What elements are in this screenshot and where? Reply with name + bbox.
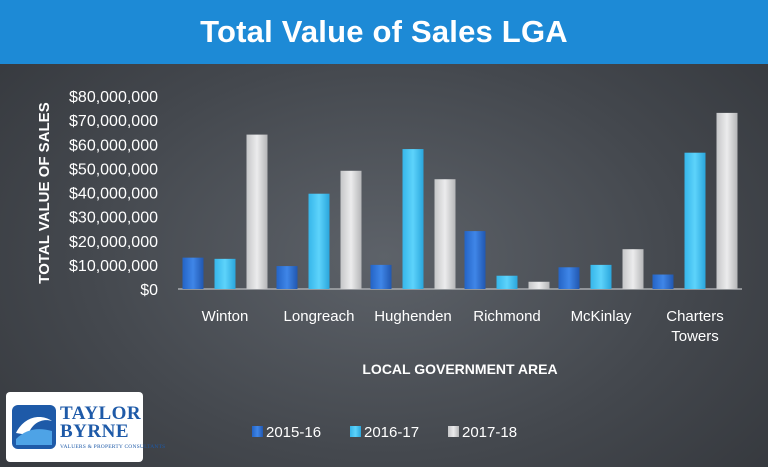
y-axis-title: TOTAL VALUE OF SALES bbox=[36, 102, 53, 283]
bars bbox=[182, 112, 738, 289]
logo-wave-icon bbox=[12, 405, 56, 449]
logo-name-line-2: BYRNE bbox=[60, 420, 130, 442]
x-axis-title: LOCAL GOVERNMENT AREA bbox=[362, 361, 557, 377]
bar-2016-17-1 bbox=[308, 193, 330, 289]
y-tick-label: $70,000,000 bbox=[69, 113, 158, 130]
legend-label: 2016-17 bbox=[364, 424, 419, 441]
legend-swatch bbox=[448, 426, 459, 437]
y-tick-label: $50,000,000 bbox=[69, 161, 158, 178]
chart-title: Total Value of Sales LGA bbox=[200, 14, 568, 49]
x-tick-label: Hughenden bbox=[374, 308, 452, 325]
x-tick-label: Towers bbox=[671, 328, 719, 345]
y-tick-label: $0 bbox=[140, 282, 158, 299]
y-tick-label: $30,000,000 bbox=[69, 210, 158, 227]
logo-tagline: VALUERS & PROPERTY CONSULTANTS bbox=[60, 443, 166, 450]
y-tick-label: $40,000,000 bbox=[69, 186, 158, 203]
bar-2017-18-0 bbox=[246, 134, 268, 289]
y-tick-label: $60,000,000 bbox=[69, 137, 158, 154]
y-tick-label: $10,000,000 bbox=[69, 258, 158, 275]
y-axis-ticks: $0 $10,000,000 $20,000,000 $30,000,000 $40,0… bbox=[69, 89, 158, 299]
x-tick-label: Longreach bbox=[284, 308, 355, 325]
bar-2015-16-4 bbox=[558, 267, 580, 289]
x-tick-label: Winton bbox=[202, 308, 249, 325]
bar-2016-17-2 bbox=[402, 149, 424, 289]
bar-2015-16-1 bbox=[276, 266, 298, 289]
bar-2017-18-4 bbox=[622, 249, 644, 289]
bar-2017-18-2 bbox=[434, 179, 456, 289]
bar-2015-16-2 bbox=[370, 264, 392, 289]
x-tick-label: Richmond bbox=[473, 308, 541, 325]
x-axis-tick-labels: Winton Longreach Hughenden Richmond McKinlay… bbox=[202, 308, 724, 345]
bar-2016-17-0 bbox=[214, 258, 236, 289]
legend-label: 2015-16 bbox=[266, 424, 321, 441]
y-tick-label: $20,000,000 bbox=[69, 234, 158, 251]
bar-2016-17-3 bbox=[496, 275, 518, 289]
bar-2016-17-4 bbox=[590, 264, 612, 289]
bar-2015-16-5 bbox=[652, 274, 674, 289]
x-tick-label: McKinlay bbox=[571, 308, 632, 325]
bar-2017-18-5 bbox=[716, 112, 738, 289]
bar-2015-16-3 bbox=[464, 231, 486, 289]
y-tick-label: $80,000,000 bbox=[69, 89, 158, 106]
bar-2015-16-0 bbox=[182, 257, 204, 289]
legend-label: 2017-18 bbox=[462, 424, 517, 441]
x-tick-label: Charters bbox=[666, 308, 724, 325]
company-logo: TAYLOR BYRNE VALUERS & PROPERTY CONSULTA… bbox=[6, 392, 165, 462]
bar-2016-17-5 bbox=[684, 152, 706, 289]
bar-2017-18-1 bbox=[340, 170, 362, 289]
legend-swatch bbox=[350, 426, 361, 437]
legend: 2015-16 2016-17 2017-18 bbox=[252, 424, 517, 441]
bar-2017-18-3 bbox=[528, 281, 550, 289]
title-banner: Total Value of Sales LGA bbox=[0, 0, 768, 64]
legend-swatch bbox=[252, 426, 263, 437]
logo-name-line-1: TAYLOR bbox=[60, 402, 142, 424]
